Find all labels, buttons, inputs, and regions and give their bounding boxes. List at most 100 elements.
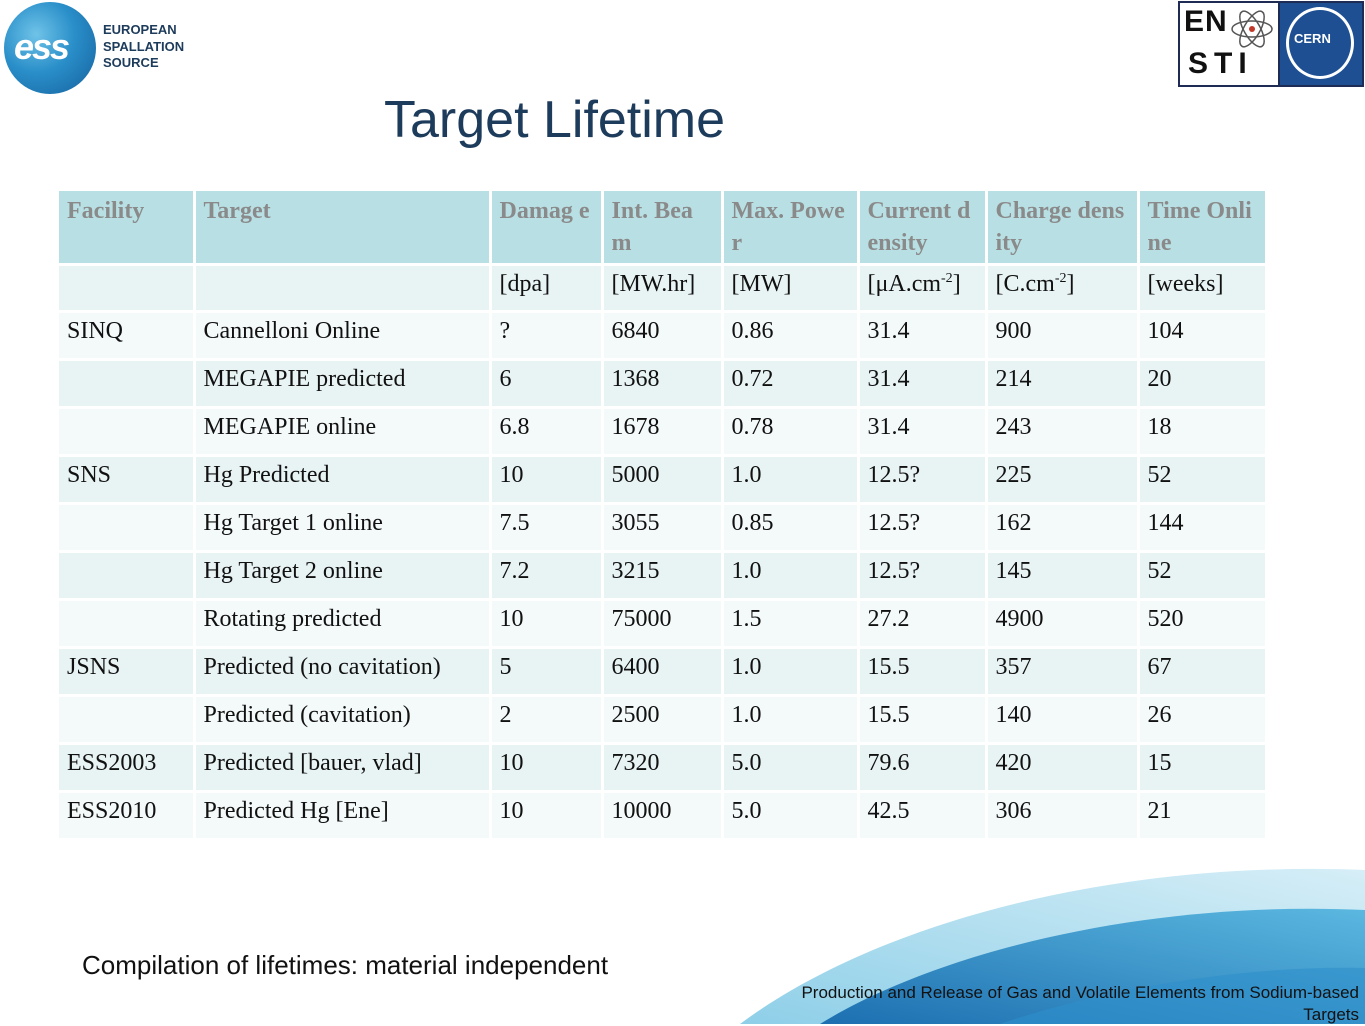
units-cell-empty: [59, 264, 196, 313]
cell-max-power: 0.85: [722, 503, 860, 553]
ess-logo: ess EUROPEAN SPALLATION SOURCE: [4, 2, 184, 97]
cell-time-online: 21: [1138, 791, 1268, 841]
cell-int-beam: 3055: [602, 503, 724, 553]
cell-charge-density: 357: [986, 647, 1140, 697]
cell-damage: 10: [490, 743, 604, 793]
unit-charge-exponent: -2: [1054, 271, 1067, 286]
header-target: Target: [194, 191, 492, 266]
ess-logo-mark: ess: [4, 2, 96, 94]
cell-target: Predicted Hg [Ene]: [194, 791, 492, 841]
cell-int-beam: 1368: [602, 359, 724, 409]
header-int-beam: Int. Beam: [602, 191, 724, 266]
cell-facility: [59, 551, 196, 601]
cell-damage: 7.5: [490, 503, 604, 553]
unit-int-beam: [MW.hr]: [602, 264, 724, 313]
cell-current-density: 79.6: [858, 743, 988, 793]
cell-facility: [59, 359, 196, 409]
cell-damage: 6.8: [490, 407, 604, 457]
page-title: Target Lifetime: [384, 91, 726, 149]
cell-target: Hg Target 1 online: [194, 503, 492, 553]
cell-time-online: 52: [1138, 551, 1268, 601]
cell-facility: [59, 503, 196, 553]
en-sti-cern-logo: EN STI CERN: [1178, 1, 1364, 87]
cell-int-beam: 7320: [602, 743, 724, 793]
slide-footer: Production and Release of Gas and Volati…: [801, 983, 1359, 1024]
table-header-row: Facility Target Damag e Int. Beam Max. P…: [59, 191, 1268, 266]
table-row: SNS Hg Predicted 10 5000 1.0 12.5? 225 52: [59, 455, 1268, 505]
cell-damage: 10: [490, 791, 604, 841]
cell-target: Predicted (no cavitation): [194, 647, 492, 697]
unit-charge-density: [C.cm-2]: [986, 264, 1140, 313]
cell-current-density: 15.5: [858, 695, 988, 745]
cell-current-density: 31.4: [858, 407, 988, 457]
cell-charge-density: 145: [986, 551, 1140, 601]
cell-target: Predicted [bauer, vlad]: [194, 743, 492, 793]
sti-text: STI: [1188, 47, 1253, 80]
cell-int-beam: 6400: [602, 647, 724, 697]
lifetime-table: Facility Target Damag e Int. Beam Max. P…: [59, 191, 1268, 841]
table-row: JSNS Predicted (no cavitation) 5 6400 1.0 15.…: [59, 647, 1268, 697]
cell-max-power: 1.5: [722, 599, 860, 649]
cell-time-online: 15: [1138, 743, 1268, 793]
unit-damage: [dpa]: [490, 264, 604, 313]
header-current-density: Current density: [858, 191, 988, 266]
cell-damage: 10: [490, 599, 604, 649]
cell-target: MEGAPIE online: [194, 407, 492, 457]
cell-time-online: 67: [1138, 647, 1268, 697]
cell-time-online: 52: [1138, 455, 1268, 505]
table-row: MEGAPIE predicted 6 1368 0.72 31.4 214 20: [59, 359, 1268, 409]
cell-facility: [59, 695, 196, 745]
cell-current-density: 42.5: [858, 791, 988, 841]
cell-charge-density: 162: [986, 503, 1140, 553]
cell-time-online: 520: [1138, 599, 1268, 649]
cell-time-online: 18: [1138, 407, 1268, 457]
cell-target: MEGAPIE predicted: [194, 359, 492, 409]
unit-charge-prefix: [C.cm: [995, 271, 1055, 297]
cell-int-beam: 3215: [602, 551, 724, 601]
cell-damage: 6: [490, 359, 604, 409]
cell-charge-density: 214: [986, 359, 1140, 409]
ess-logo-mark-text: ess: [14, 26, 70, 67]
cell-charge-density: 225: [986, 455, 1140, 505]
unit-current-suffix: ]: [952, 271, 961, 297]
header-charge-density: Charge density: [986, 191, 1140, 266]
table-row: ESS2003 Predicted [bauer, vlad] 10 7320 5.0 7…: [59, 743, 1268, 793]
cell-target: Hg Target 2 online: [194, 551, 492, 601]
atom-icon: [1231, 10, 1273, 48]
table-row: Predicted (cavitation) 2 2500 1.0 15.5 140 26: [59, 695, 1268, 745]
cell-max-power: 1.0: [722, 695, 860, 745]
unit-max-power: [MW]: [722, 264, 860, 313]
cell-damage: 5: [490, 647, 604, 697]
unit-charge-suffix: ]: [1066, 271, 1075, 297]
en-text: EN: [1184, 5, 1228, 38]
unit-current-density: [μA.cm-2]: [858, 264, 988, 313]
cell-target: Rotating predicted: [194, 599, 492, 649]
cell-damage: ?: [490, 311, 604, 361]
en-sti-logo: EN STI: [1180, 3, 1280, 85]
header-facility: Facility: [59, 191, 196, 266]
cell-target: Hg Predicted: [194, 455, 492, 505]
cell-current-density: 12.5?: [858, 503, 988, 553]
cell-facility: SNS: [59, 455, 196, 505]
header-time-online: Time Online: [1138, 191, 1268, 266]
cell-int-beam: 2500: [602, 695, 724, 745]
table-row: Rotating predicted 10 75000 1.5 27.2 4900 520: [59, 599, 1268, 649]
ess-logo-words: EUROPEAN SPALLATION SOURCE: [103, 22, 184, 72]
cell-target: Predicted (cavitation): [194, 695, 492, 745]
cell-damage: 7.2: [490, 551, 604, 601]
cell-int-beam: 10000: [602, 791, 724, 841]
cell-int-beam: 1678: [602, 407, 724, 457]
cell-time-online: 144: [1138, 503, 1268, 553]
cell-int-beam: 75000: [602, 599, 724, 649]
cell-facility: JSNS: [59, 647, 196, 697]
cell-facility: [59, 599, 196, 649]
table-row: ESS2010 Predicted Hg [Ene] 10 10000 5.0 42.5 3…: [59, 791, 1268, 841]
units-cell-empty: [194, 264, 492, 313]
slide-caption: Compilation of lifetimes: material indep…: [82, 950, 609, 980]
unit-current-prefix: [μA.cm: [867, 271, 942, 297]
cell-facility: [59, 407, 196, 457]
table-row: MEGAPIE online 6.8 1678 0.78 31.4 243 18: [59, 407, 1268, 457]
header-max-power: Max. Power: [722, 191, 860, 266]
unit-time-online: [weeks]: [1138, 264, 1268, 313]
cell-damage: 2: [490, 695, 604, 745]
